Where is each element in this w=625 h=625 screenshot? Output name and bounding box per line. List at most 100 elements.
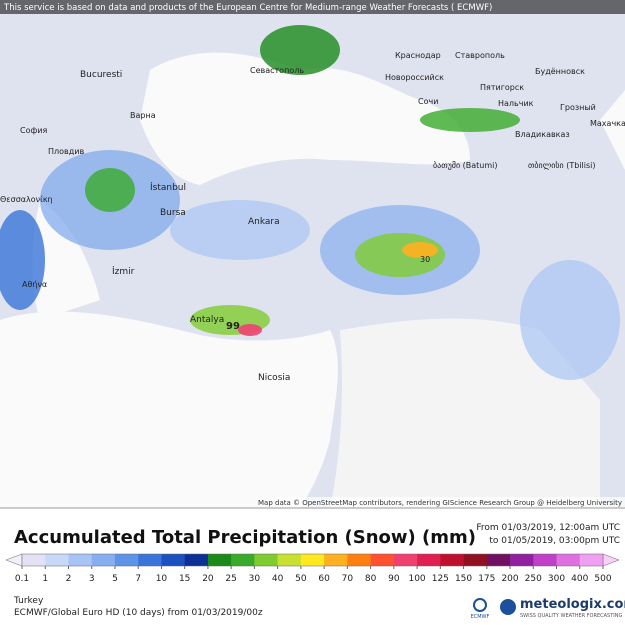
colorbar-label: 10 <box>156 574 168 584</box>
colorbar-segment <box>254 554 278 566</box>
max-label: 30 <box>420 255 430 264</box>
colorbar-segment <box>114 554 139 566</box>
colorbar-segment <box>161 554 185 566</box>
colorbar-segment <box>22 554 46 566</box>
colorbar-label: 5 <box>112 574 118 584</box>
colorbar-segment <box>324 554 348 566</box>
city-label: Нальчик <box>498 99 534 108</box>
colorbar-segment <box>393 554 418 566</box>
colorbar-frame <box>21 553 604 567</box>
colorbar-label: 80 <box>365 574 377 584</box>
city-label: Севастополь <box>250 66 304 75</box>
tagline: SWISS QUALITY WEATHER FORECASTING <box>520 613 622 619</box>
city-label: Махачкала <box>590 119 625 128</box>
colorbar-label: 40 <box>272 574 284 584</box>
colorbar-label: 0.1 <box>15 574 29 584</box>
precip <box>238 324 262 336</box>
legend-title: Accumulated Total Precipitation (Snow) (… <box>14 527 476 548</box>
colorbar-segment <box>486 554 511 566</box>
notice-bar <box>0 0 625 14</box>
precip <box>170 200 310 260</box>
city-label: Θεσσαλονίκη <box>0 195 53 204</box>
colorbar-label: 60 <box>318 574 330 584</box>
ecmwf-icon <box>473 598 487 612</box>
precip <box>0 210 45 310</box>
colorbar-segment <box>556 554 581 566</box>
colorbar-segment <box>300 554 325 566</box>
colorbar: 0.1 1 2 3 5 7 10 15 20 25 30 40 50 60 70 80 90 100 125 150 1… <box>5 553 620 584</box>
colorbar-label: 250 <box>525 574 542 584</box>
colorbar-label: 3 <box>89 574 95 584</box>
ecmwf-logo: ECMWF <box>471 614 490 620</box>
city-label: Bursa <box>160 208 186 218</box>
colorbar-segment <box>138 554 162 566</box>
colorbar-segment <box>277 554 302 566</box>
colorbar-segment <box>440 554 464 566</box>
date-from: From 01/03/2019, 12:00am UTC <box>476 523 620 533</box>
colorbar-label: 30 <box>249 574 261 584</box>
city-label: Сочи <box>418 97 438 106</box>
city-label: София <box>20 126 48 135</box>
colorbar-segment <box>184 554 209 566</box>
colorbar-segment <box>370 554 395 566</box>
colorbar-label: 300 <box>548 574 565 584</box>
precip <box>420 108 520 132</box>
city-label: Варна <box>130 111 156 120</box>
colorbar-label: 100 <box>408 574 425 584</box>
colorbar-label: 175 <box>478 574 495 584</box>
city-label: Пловдив <box>48 147 84 156</box>
colorbar-segment <box>68 554 93 566</box>
precip <box>85 168 135 212</box>
colorbar-label: 2 <box>66 574 72 584</box>
colorbar-label: 400 <box>571 574 588 584</box>
attribution: Map data © OpenStreetMap contributors, r… <box>258 499 622 507</box>
colorbar-arrow <box>5 553 23 567</box>
sea <box>600 90 625 170</box>
city-label: ბათუმი (Batumi) <box>433 160 498 170</box>
colorbar-label: 90 <box>388 574 400 584</box>
region: Turkey <box>13 596 44 606</box>
colorbar-segment <box>45 554 69 566</box>
city-label: İstanbul <box>150 182 186 193</box>
city-label: Владикавказ <box>515 130 570 139</box>
precip <box>260 25 340 75</box>
city-label: Ankara <box>248 217 280 227</box>
colorbar-label: 7 <box>135 574 141 584</box>
city-label: İzmir <box>112 266 135 277</box>
city-label: Nicosia <box>258 373 290 383</box>
colorbar-segment <box>231 554 255 566</box>
colorbar-segment <box>533 554 557 566</box>
colorbar-segment <box>347 554 371 566</box>
notice: This service is based on data and produc… <box>3 3 492 13</box>
precip <box>402 242 438 258</box>
city-label: Пятигорск <box>480 83 524 92</box>
sea <box>140 52 470 185</box>
city-label: Bucuresti <box>80 70 122 80</box>
colorbar-label: 70 <box>342 574 354 584</box>
city-label: Αθήνα <box>22 280 47 289</box>
city-label: Будённовск <box>535 67 585 76</box>
city-label: Ставрополь <box>455 51 505 60</box>
max-label: 99 <box>226 321 240 332</box>
colorbar-label: 20 <box>202 574 214 584</box>
land-dry <box>330 318 600 508</box>
colorbar-segment <box>510 554 534 566</box>
precip <box>520 260 620 380</box>
city-label: Antalya <box>190 315 224 325</box>
colorbar-label: 500 <box>594 574 611 584</box>
colorbar-label: 1 <box>42 574 48 584</box>
city-label: თბილისი (Tbilisi) <box>528 160 595 170</box>
colorbar-label: 25 <box>225 574 236 584</box>
sea <box>0 311 338 508</box>
city-label: Новороссийск <box>385 73 444 82</box>
model: ECMWF/Global Euro HD (10 days) from 01/0… <box>14 608 263 618</box>
date-to: to 01/05/2019, 03:00pm UTC <box>489 536 620 546</box>
map: This service is based on data and produc… <box>0 0 625 508</box>
colorbar-segment <box>91 554 116 566</box>
attribution-bar <box>276 497 625 508</box>
colorbar-segment <box>579 554 604 566</box>
brand-icon <box>500 599 516 615</box>
colorbar-arrow <box>602 553 620 567</box>
